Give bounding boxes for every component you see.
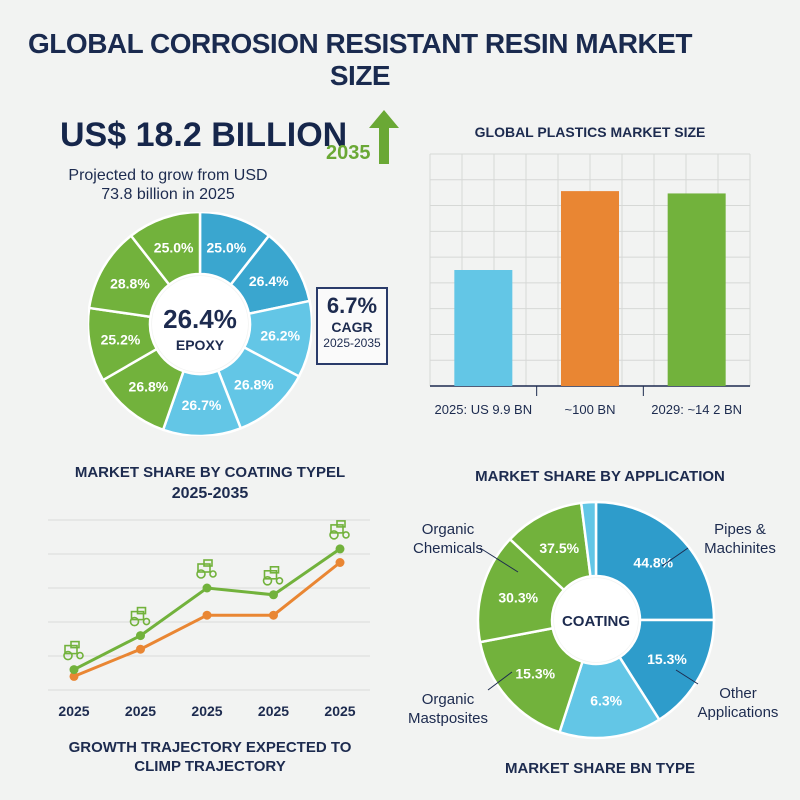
slice-label: 26.8% bbox=[129, 378, 169, 394]
up-arrow-icon bbox=[369, 110, 399, 164]
tractor-icon bbox=[196, 559, 217, 579]
bar bbox=[667, 193, 726, 386]
x-tick-label: 2025: US 9.9 BN bbox=[435, 402, 533, 417]
series-point bbox=[202, 583, 212, 593]
coating-donut-chart: 25.0% 26.4% 26.2% 26.8% 26.7% 26.8% 25.2% 28.8%… bbox=[88, 212, 312, 436]
application-chart-title: MARKET SHARE BY APPLICATION bbox=[475, 468, 725, 485]
plastics-bar-chart: 2025: US 9.9 BN ~100 BN 2029: ~14 2 BN bbox=[429, 153, 751, 417]
slice-label: 28.8% bbox=[110, 275, 150, 291]
series-point bbox=[202, 610, 212, 620]
coating-chart-title: MARKET SHARE BY COATING TYPEL bbox=[74, 464, 346, 481]
donut-slice bbox=[478, 626, 584, 734]
donut-slice bbox=[579, 500, 598, 578]
callout-other-applications: Other Applications bbox=[697, 685, 779, 721]
series-point bbox=[269, 590, 278, 600]
tractor-icon bbox=[262, 565, 284, 586]
donut-center-value: 26.4% bbox=[163, 304, 237, 334]
cagr-value: 6.7% bbox=[326, 293, 378, 318]
x-tick-label: 2025 bbox=[324, 703, 355, 719]
headline-value: US$ 18.2 BILLION bbox=[60, 116, 348, 154]
x-tick-label: 2025 bbox=[125, 703, 156, 719]
coating-chart-subtitle: 2025-2035 bbox=[171, 485, 249, 502]
leader-chemicals bbox=[479, 547, 519, 573]
series-point bbox=[269, 610, 278, 620]
bar bbox=[561, 191, 619, 386]
donut-slice bbox=[129, 212, 202, 287]
application-chart-footer: MARKET SHARE BN TYPE bbox=[504, 760, 695, 777]
x-tick-label: 2029: ~14 2 BN bbox=[651, 402, 742, 417]
callout-organic-chemicals: Organic Chemicals bbox=[412, 521, 484, 557]
donut-center-label: COATING bbox=[562, 613, 630, 630]
donut-slice bbox=[617, 618, 716, 722]
slice-label: 26.8% bbox=[234, 376, 274, 392]
tractor-icon bbox=[129, 606, 151, 627]
slice-label: 30.3% bbox=[498, 589, 538, 605]
tractor-icon bbox=[63, 640, 84, 661]
slice-label: 25.0% bbox=[207, 239, 247, 255]
slice-label: 26.7% bbox=[182, 397, 222, 413]
series-point bbox=[136, 631, 145, 641]
donut-center-label: EPOXY bbox=[176, 337, 225, 353]
leader-other bbox=[675, 669, 699, 685]
headline-year: 2035 bbox=[326, 142, 371, 164]
series-point bbox=[69, 665, 79, 675]
slice-label: 25.0% bbox=[154, 239, 194, 255]
slice-label: 26.4% bbox=[249, 273, 289, 289]
x-tick-label: ~100 BN bbox=[565, 402, 616, 417]
x-tick-label: 2025 bbox=[191, 703, 222, 719]
cagr-box: 6.7% CAGR 2025-2035 bbox=[316, 287, 388, 365]
donut-slice bbox=[594, 500, 716, 622]
headline-subtitle: Projected to grow from USD 73.8 billion … bbox=[68, 167, 268, 203]
series-point bbox=[335, 544, 345, 554]
growth-line-chart: 2025 2025 2025 2025 2025 bbox=[48, 519, 370, 719]
bar bbox=[454, 270, 513, 386]
slice-label: 15.3% bbox=[647, 651, 687, 667]
page-title: GLOBAL CORROSION RESISTANT RESIN MARKET … bbox=[28, 28, 692, 91]
callout-pipes: Pipes & Machinites bbox=[704, 521, 776, 557]
slice-label: 25.2% bbox=[101, 331, 141, 347]
slice-label: 6.3% bbox=[590, 692, 622, 708]
donut-slice bbox=[476, 537, 566, 644]
x-tick-label: 2025 bbox=[58, 703, 89, 719]
slice-label: 26.2% bbox=[260, 327, 300, 343]
cagr-range: 2025-2035 bbox=[323, 336, 381, 350]
application-donut-chart: 44.8% 15.3% 6.3% 15.3% 30.3% 37.5% COATING bbox=[476, 500, 716, 740]
series-point bbox=[136, 644, 145, 654]
series-point bbox=[69, 671, 79, 681]
series-point bbox=[335, 558, 345, 567]
slice-label: 15.3% bbox=[515, 666, 555, 682]
callout-organic-mastposites: Organic Mastposites bbox=[407, 691, 489, 727]
slice-label: 44.8% bbox=[633, 555, 673, 571]
leader-pipes bbox=[661, 547, 689, 567]
leader-mastposites bbox=[487, 671, 513, 691]
cagr-label: CAGR bbox=[331, 319, 373, 335]
growth-chart-title: GROWTH TRAJECTORY EXPECTED TO CLIMP TRAJ… bbox=[68, 739, 352, 775]
tractor-icon bbox=[329, 520, 350, 540]
x-tick-label: 2025 bbox=[258, 703, 289, 719]
plastics-chart-title: GLOBAL PLASTICS MARKET SIZE bbox=[474, 124, 706, 140]
slice-label: 37.5% bbox=[539, 540, 579, 556]
